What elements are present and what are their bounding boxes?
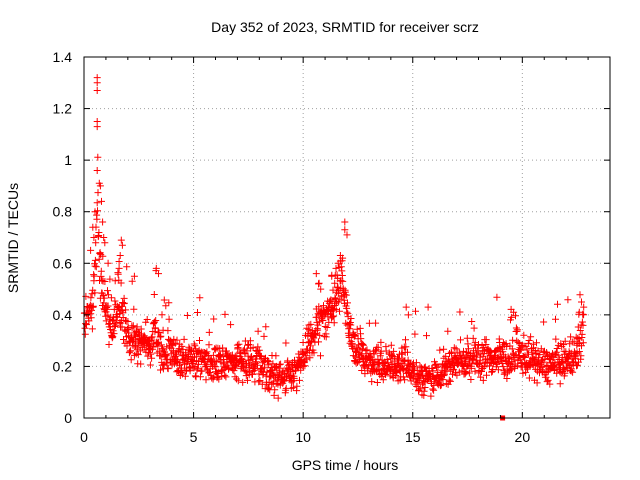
- y-tick-label: 1.2: [53, 101, 73, 117]
- y-tick-label: 1.4: [53, 49, 73, 65]
- x-axis-label: GPS time / hours: [292, 457, 399, 473]
- x-tick-label: 0: [80, 429, 88, 445]
- x-tick-label: 10: [295, 429, 311, 445]
- x-tick-label: 5: [190, 429, 198, 445]
- chart-title: Day 352 of 2023, SRMTID for receiver scr…: [211, 19, 479, 35]
- y-tick-label: 0: [64, 410, 72, 426]
- y-tick-label: 1: [64, 152, 72, 168]
- x-tick-label: 15: [405, 429, 421, 445]
- y-tick-label: 0.4: [53, 307, 73, 323]
- y-axis-ticks: 0 0.2 0.4 0.6 0.8 1 1.2 1.4: [53, 49, 610, 426]
- x-tick-label: 20: [515, 429, 531, 445]
- y-tick-label: 0.6: [53, 255, 73, 271]
- x-axis-ticks: 0 5 10 15 20: [80, 57, 589, 445]
- y-axis-label: SRMTID / TECUs: [5, 183, 21, 293]
- y-tick-label: 0.8: [53, 204, 73, 220]
- y-tick-label: 0.2: [53, 358, 73, 374]
